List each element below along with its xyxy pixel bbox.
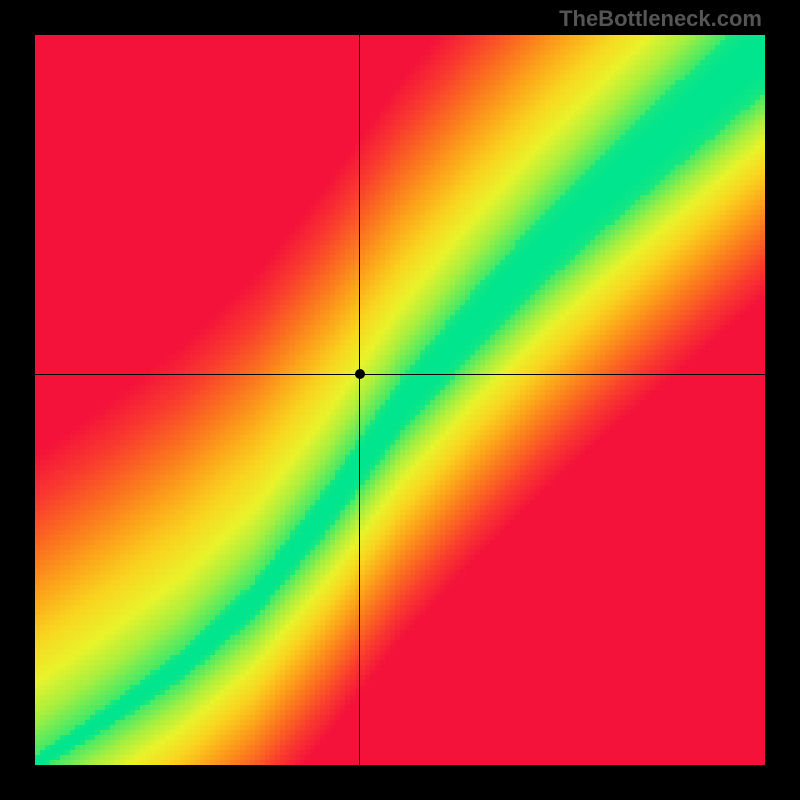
crosshair-vertical bbox=[359, 35, 360, 765]
watermark-text: TheBottleneck.com bbox=[559, 6, 762, 32]
bottleneck-heatmap bbox=[35, 35, 765, 765]
crosshair-horizontal bbox=[35, 374, 765, 375]
chart-container: TheBottleneck.com bbox=[0, 0, 800, 800]
crosshair-marker bbox=[355, 369, 365, 379]
